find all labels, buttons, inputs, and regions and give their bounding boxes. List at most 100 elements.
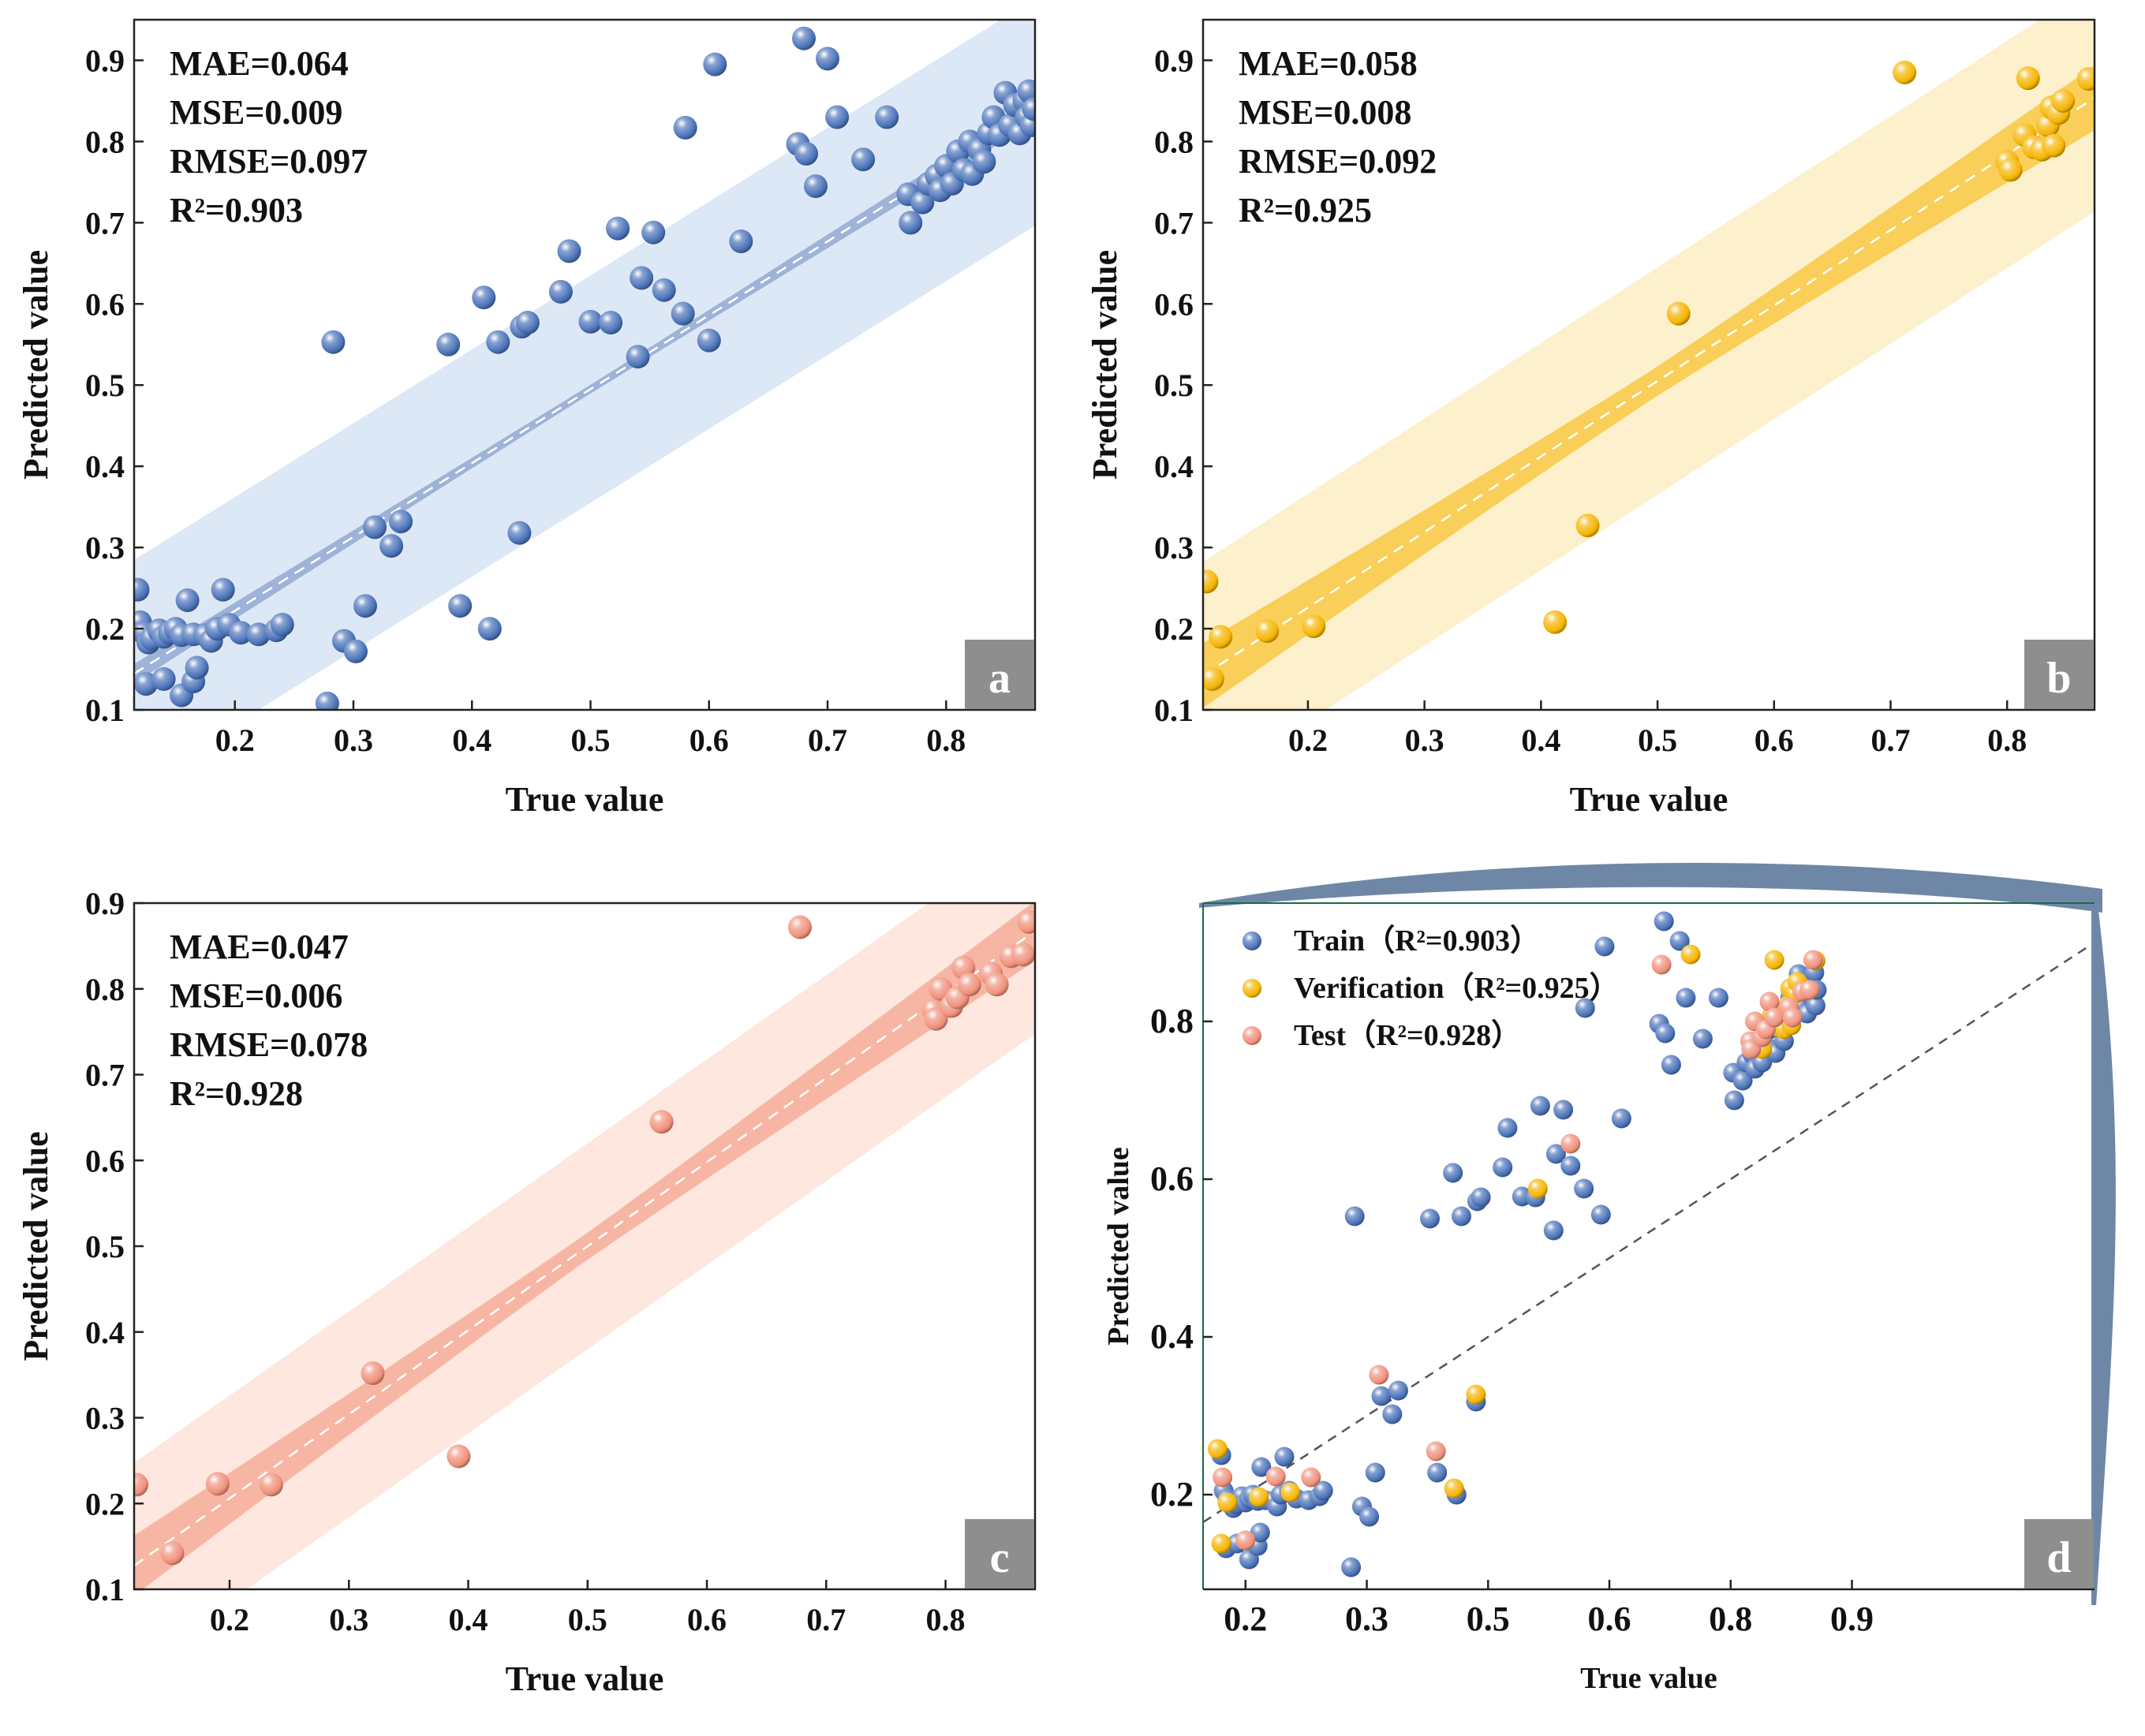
y-tick-label: 0.8 bbox=[1154, 124, 1194, 159]
x-tick-label: 0.3 bbox=[1345, 1600, 1388, 1638]
data-point-test bbox=[1213, 1467, 1233, 1488]
metric-text: R²=0.925 bbox=[1239, 191, 1372, 230]
legend-marker bbox=[1243, 1026, 1261, 1045]
y-tick-label: 0.6 bbox=[1150, 1159, 1194, 1198]
data-point-train bbox=[697, 328, 721, 353]
data-point-train bbox=[1017, 79, 1035, 103]
data-point-verification bbox=[1764, 950, 1784, 970]
data-point-train bbox=[1365, 1462, 1385, 1483]
data-point-test bbox=[1560, 1133, 1581, 1154]
data-point-train bbox=[211, 577, 235, 602]
data-point-test bbox=[134, 1473, 148, 1497]
data-point-verification bbox=[1207, 1439, 1228, 1459]
x-tick-label: 0.4 bbox=[452, 722, 491, 758]
y-axis-label: Predicted value bbox=[17, 250, 55, 480]
y-tick-label: 0.7 bbox=[85, 1058, 125, 1093]
plot-area bbox=[134, 20, 1035, 710]
data-point-test bbox=[160, 1541, 185, 1566]
data-point-train bbox=[851, 147, 876, 172]
data-point-verification bbox=[1211, 1533, 1231, 1554]
diagonal-line bbox=[1203, 941, 2095, 1524]
data-point-verification bbox=[1255, 619, 1280, 644]
data-point-verification bbox=[1217, 1492, 1238, 1513]
data-point-test bbox=[985, 973, 1009, 997]
x-tick-label: 0.7 bbox=[1871, 722, 1911, 758]
data-point-train bbox=[1250, 1522, 1270, 1543]
data-point-train bbox=[557, 239, 581, 263]
panel-label: c bbox=[990, 1533, 1010, 1582]
data-point-train bbox=[1251, 1457, 1272, 1477]
metric-text: MAE=0.047 bbox=[170, 928, 349, 966]
confidence-band bbox=[134, 903, 1035, 1589]
data-point-train bbox=[972, 150, 996, 174]
y-tick-label: 0.6 bbox=[85, 1143, 125, 1178]
data-point-test bbox=[1301, 1467, 1321, 1488]
data-point-train bbox=[448, 594, 473, 618]
data-point-train bbox=[1708, 987, 1728, 1008]
panel-label-box bbox=[965, 1519, 1034, 1589]
data-point-train bbox=[321, 330, 346, 354]
data-point-train bbox=[1341, 1557, 1362, 1577]
data-point-verification bbox=[1575, 513, 1600, 538]
panel-label-box bbox=[2024, 640, 2094, 709]
y-axis-label: Predicted value bbox=[1102, 1147, 1135, 1346]
y-tick-label: 0.3 bbox=[85, 1401, 125, 1436]
data-point-train bbox=[344, 639, 368, 663]
data-point-train bbox=[486, 330, 510, 354]
x-tick-label: 0.6 bbox=[1754, 722, 1794, 758]
y-tick-label: 0.9 bbox=[85, 43, 125, 78]
x-axis-label: True value bbox=[506, 1659, 664, 1698]
data-point-train bbox=[1420, 1208, 1440, 1229]
data-point-train bbox=[389, 510, 413, 534]
data-point-train bbox=[1543, 1220, 1564, 1241]
x-tick-label: 0.5 bbox=[1638, 722, 1677, 758]
x-tick-label: 0.5 bbox=[571, 722, 611, 758]
metric-text: R²=0.903 bbox=[170, 191, 303, 230]
data-point-train bbox=[1692, 1029, 1713, 1049]
data-point-train bbox=[626, 345, 650, 369]
x-tick-label: 0.6 bbox=[1588, 1600, 1631, 1638]
data-point-verification bbox=[1998, 158, 2023, 182]
data-point-test bbox=[1764, 1007, 1784, 1028]
data-point-train bbox=[1724, 1090, 1744, 1111]
data-point-test bbox=[1782, 1007, 1803, 1028]
x-tick-label: 0.6 bbox=[687, 1602, 727, 1637]
y-tick-label: 0.7 bbox=[1154, 205, 1194, 241]
data-point-train bbox=[816, 47, 839, 71]
fit-line bbox=[134, 930, 1035, 1567]
data-point-train bbox=[1594, 936, 1615, 957]
data-point-test bbox=[1651, 954, 1672, 975]
data-point-train bbox=[1654, 911, 1674, 931]
data-point-train bbox=[515, 311, 540, 334]
data-point-test bbox=[361, 1361, 385, 1385]
data-point-train bbox=[1661, 1055, 1681, 1075]
data-point-train bbox=[599, 311, 623, 334]
data-point-train bbox=[1575, 998, 1595, 1018]
x-tick-label: 0.3 bbox=[334, 722, 373, 758]
data-point-train bbox=[507, 521, 532, 545]
data-point-train bbox=[1805, 995, 1825, 1016]
x-tick-label: 0.2 bbox=[215, 722, 255, 758]
y-axis-label: Predicted value bbox=[17, 1131, 55, 1361]
metric-text: MSE=0.006 bbox=[170, 976, 342, 1015]
x-tick-label: 0.5 bbox=[568, 1602, 607, 1637]
data-point-train bbox=[1676, 987, 1696, 1008]
y-tick-label: 0.7 bbox=[85, 205, 125, 241]
y-tick-label: 0.2 bbox=[1150, 1475, 1194, 1514]
data-point-train bbox=[792, 26, 816, 50]
y-tick-label: 0.5 bbox=[85, 1229, 125, 1264]
data-point-train bbox=[875, 105, 899, 129]
x-tick-label: 0.2 bbox=[1224, 1600, 1267, 1638]
metric-text: RMSE=0.097 bbox=[170, 142, 368, 181]
y-tick-label: 0.3 bbox=[85, 530, 125, 566]
data-point-verification bbox=[2051, 88, 2076, 113]
data-point-train bbox=[1022, 97, 1035, 121]
data-point-test bbox=[649, 1110, 674, 1134]
data-point-train bbox=[229, 621, 253, 645]
data-point-train bbox=[353, 594, 377, 618]
data-point-verification bbox=[2042, 133, 2066, 158]
y-tick-label: 0.8 bbox=[85, 124, 125, 159]
legend-label: Test（R²=0.928） bbox=[1294, 1019, 1521, 1052]
x-axis-label: True value bbox=[506, 780, 664, 819]
